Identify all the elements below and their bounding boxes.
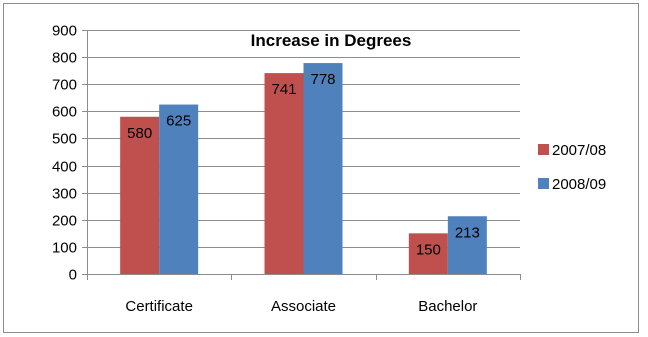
- y-tick-label: 100: [52, 240, 77, 257]
- y-tick-label: 400: [52, 159, 77, 176]
- y-tick-label: 200: [52, 213, 77, 230]
- data-label: 778: [310, 71, 335, 88]
- y-axis: 0 100 200 300 400 500 600 700 800 900: [52, 23, 88, 284]
- y-tick-label: 900: [52, 23, 77, 40]
- x-axis: Certificate Associate Bachelor: [87, 274, 521, 315]
- bar: [303, 63, 343, 274]
- data-label: 150: [416, 241, 441, 258]
- y-tick-label: 700: [52, 77, 77, 94]
- x-tick-label: Associate: [271, 298, 336, 315]
- chart-title: Increase in Degrees: [251, 31, 412, 50]
- y-tick-label: 500: [52, 131, 77, 148]
- bar: [120, 116, 160, 274]
- legend-swatch: [538, 178, 549, 189]
- legend-label: 2008/09: [552, 176, 606, 193]
- data-label: 213: [455, 224, 480, 241]
- y-tick-label: 800: [52, 50, 77, 67]
- legend-label: 2007/08: [552, 142, 606, 159]
- data-label: 741: [271, 81, 296, 98]
- data-label: 580: [127, 125, 152, 142]
- bars: 580 625 741 778 150 213: [120, 63, 487, 275]
- bar: [408, 233, 448, 274]
- y-tick-label: 300: [52, 186, 77, 203]
- x-tick-label: Bachelor: [418, 298, 477, 315]
- legend-swatch: [538, 144, 549, 155]
- x-tick-label: Certificate: [125, 298, 193, 315]
- bar: [447, 216, 487, 274]
- data-label: 625: [166, 113, 191, 130]
- bar: [159, 104, 199, 274]
- bar: [264, 73, 304, 275]
- legend: 2007/08 2008/09: [538, 142, 606, 193]
- y-tick-label: 0: [69, 267, 77, 284]
- y-tick-label: 600: [52, 104, 77, 121]
